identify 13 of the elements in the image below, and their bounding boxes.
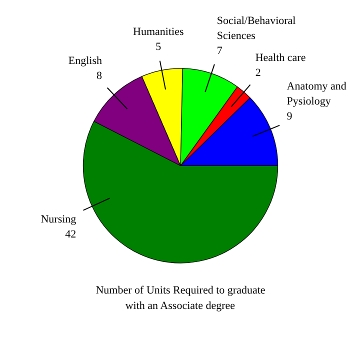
slice-label: Nursing [40,214,77,226]
data-label: 8 [96,70,102,82]
slice-label: English [68,55,102,68]
data-label: 2 [255,66,261,79]
data-label: 7 [216,44,223,57]
slice-label: Social/Behavioral Sciences [216,14,296,42]
slice-label: Humanities [133,26,184,38]
text: Number of Units Required to graduate with an Associate degree [96,284,266,312]
slice-label: Anatomy and Pysiology [286,80,347,108]
data-label: 5 [156,41,162,54]
data-label: 9 [286,110,293,122]
slice-label: Health care [255,52,306,64]
data-label: 42 [65,228,76,241]
